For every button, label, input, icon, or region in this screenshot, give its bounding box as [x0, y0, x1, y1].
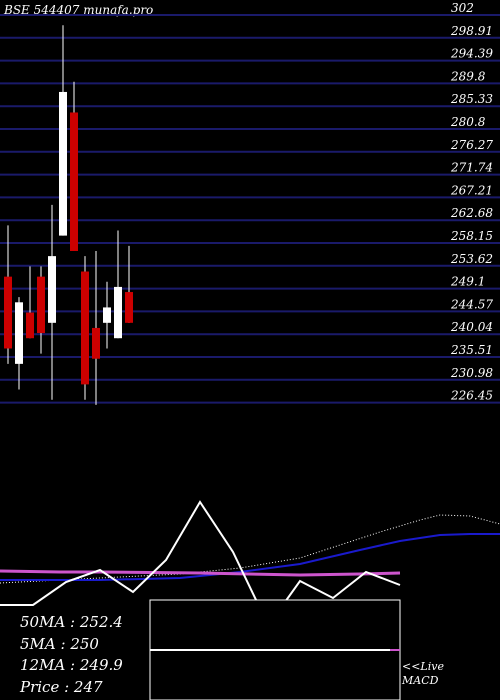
y-tick-label: 280.8: [450, 115, 486, 129]
y-tick-label: 226.45: [450, 389, 493, 403]
ma-purple-line: [0, 569, 401, 577]
y-tick-label: 262.68: [450, 206, 493, 220]
y-tick-label: 285.33: [450, 92, 493, 106]
y-tick-label: 240.04: [450, 320, 493, 334]
y-tick-label: 289.8: [450, 69, 486, 83]
y-tick-label: 294.39: [450, 47, 493, 61]
y-tick-label: 244.57: [450, 297, 493, 311]
candle-down: [81, 271, 89, 385]
ma5-label: 5MA : 250: [20, 634, 99, 653]
candle-up: [114, 286, 122, 339]
candle-up: [59, 91, 67, 236]
price-chart: 302 298.91 294.39 289.8 285.33 280.8 276.27 271…: [0, 1, 500, 405]
ma-blue-line: [0, 533, 500, 581]
ma-panel: 50MA : 252.4 5MA : 250 12MA : 249.9 Pric…: [20, 612, 123, 698]
y-tick-label: 230.98: [450, 366, 493, 380]
candle-up: [15, 302, 23, 364]
candles: [4, 25, 133, 405]
live-label-block: <<Live MACD: [402, 660, 444, 688]
y-tick-label: 249.1: [450, 275, 485, 289]
chart-title: BSE 544407 munafa.pro: [4, 3, 154, 17]
candle-down: [37, 276, 45, 334]
ma50-label: 50MA : 252.4: [20, 613, 123, 631]
candle-down: [26, 312, 34, 339]
ma12-label: 12MA : 249.9: [20, 656, 123, 674]
live-link[interactable]: <<Live: [402, 660, 444, 673]
y-tick-label: 302: [451, 1, 474, 15]
candle-down: [4, 276, 12, 349]
candle-up: [48, 256, 56, 323]
macd-white-line: [0, 500, 401, 606]
candle-down: [70, 112, 78, 251]
y-tick-label: 253.62: [450, 252, 493, 266]
y-axis-ticks: 302 298.91 294.39 289.8 285.33 280.8 276.27 271…: [450, 1, 493, 403]
y-tick-label: 258.15: [450, 229, 493, 243]
y-tick-label: 267.21: [450, 183, 493, 197]
candle-down: [125, 292, 133, 323]
y-tick-label: 276.27: [450, 138, 493, 152]
price-label: Price : 247: [20, 677, 103, 696]
y-tick-label: 235.51: [450, 343, 493, 357]
candle-up: [103, 307, 111, 323]
macd-label: MACD: [402, 674, 439, 687]
candle-down: [92, 327, 100, 359]
y-tick-label: 271.74: [450, 161, 493, 175]
y-tick-label: 298.91: [450, 24, 493, 38]
indicator-chart: [0, 500, 500, 700]
